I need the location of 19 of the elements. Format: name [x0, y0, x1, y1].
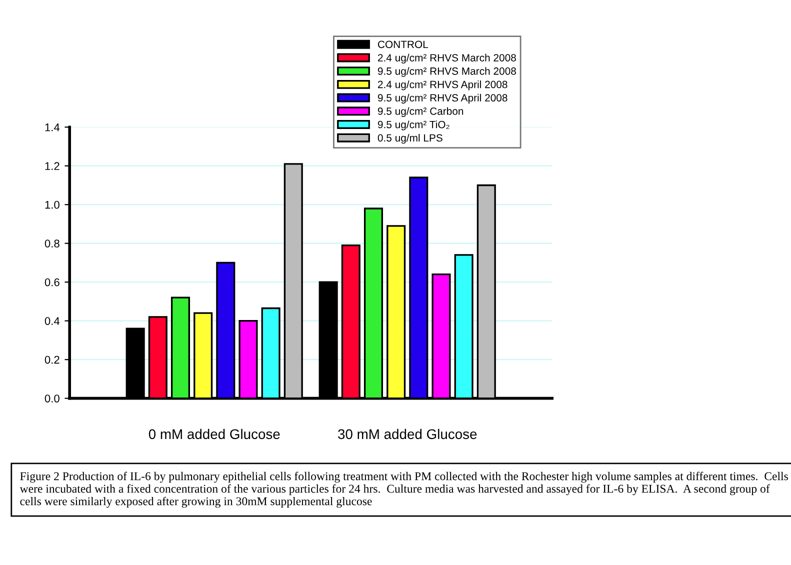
y-tick-label: 0.6 — [44, 278, 60, 286]
legend-label: 2.4 ug/cm² RHVS March 2008 — [378, 54, 516, 64]
legend-label: 0.5 ug/ml LPS — [378, 134, 442, 144]
x-tick-label: 0 mM added Glucose — [148, 428, 280, 440]
legend-label: 9.5 ug/cm² TiO₂ — [378, 120, 450, 130]
y-tick-label: 1.0 — [45, 200, 60, 209]
legend-label: CONTROL — [378, 40, 428, 48]
y-tick-label: 0.0 — [44, 394, 60, 402]
y-tick-label: 1.4 — [45, 124, 60, 132]
caption: Figure 2 Production of IL-6 by pulmonary epithelial cells following treatment with PM collected with the Rochester high volume samples at different times. Cells were incubated with a fixed concentration of the various particles for 24 hrs. Culture media was harvested and assayed for IL-6 by ELISA. A second group of cells were similarly exposed after growing in 30mM supplemental glucose — [20, 472, 788, 508]
legend-label: 9.5 ug/cm² Carbon — [378, 107, 464, 117]
legend-label: 2.4 ug/cm² RHVS April 2008 — [378, 80, 508, 90]
legend-label: 9.5 ug/cm² RHVS March 2008 — [378, 67, 516, 77]
legend-label: 9.5 ug/cm² RHVS April 2008 — [378, 94, 508, 104]
y-tick-label: 0.2 — [44, 356, 60, 364]
y-tick-label: 0.8 — [44, 240, 60, 248]
x-tick-label: 30 mM added Glucose — [338, 428, 477, 440]
y-tick-label: 1.2 — [45, 162, 60, 170]
y-tick-label: 0.4 — [44, 317, 60, 325]
